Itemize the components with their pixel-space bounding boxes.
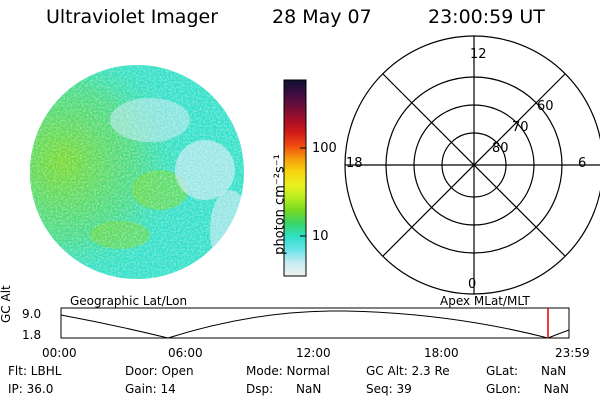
ip-label: IP: 36.0 <box>8 382 54 396</box>
dsp-label: Dsp: NaN <box>246 382 322 396</box>
orbit-ytick-9: 9.0 <box>22 307 42 321</box>
orbit-xtick-1800: 18:00 <box>424 346 459 360</box>
orbit-ytick-1.8: 1.8 <box>22 328 42 342</box>
orbit-xtick-2359: 23:59 <box>555 346 590 360</box>
image-speckle <box>30 65 244 279</box>
colorbar-unit-label: photon cm⁻²s⁻¹ <box>272 154 288 255</box>
lat-label-80: 80 <box>492 141 509 156</box>
colorbar-tick-100: 100 <box>312 141 337 156</box>
gain-label: Gain: 14 <box>125 382 176 396</box>
mlt-label-12: 12 <box>470 47 487 62</box>
mode-label: Mode: Normal <box>246 364 330 378</box>
image-base <box>30 65 244 279</box>
filter-label: Flt: LBHL <box>8 364 62 378</box>
glat-label: GLat: NaN <box>486 364 567 378</box>
seq-label: Seq: 39 <box>366 382 412 396</box>
orbit-axis-label: GC Alt <box>0 285 13 323</box>
colorbar-tick-10: 10 <box>312 229 329 244</box>
lat-label-70: 70 <box>512 120 529 135</box>
time-label: 23:00:59 UT <box>428 6 545 28</box>
gc-alt-label: GC Alt: 2.3 Re <box>366 364 450 378</box>
mlt-label-0: 0 <box>468 277 477 292</box>
mlt-label-18: 18 <box>346 156 363 171</box>
orbit-left-label: Geographic Lat/Lon <box>70 294 188 308</box>
glon-label: GLon: NaN <box>486 382 569 396</box>
lat-label-60: 60 <box>537 99 554 114</box>
door-label: Door: Open <box>125 364 194 378</box>
image-green-region <box>30 65 244 279</box>
mlt-label-6: 6 <box>578 156 587 171</box>
orbit-xtick-0000: 00:00 <box>42 346 77 360</box>
orbit-xtick-0600: 06:00 <box>168 346 203 360</box>
date-label: 28 May 07 <box>272 6 372 28</box>
orbit-right-label: Apex MLat/MLT <box>440 294 530 308</box>
orbit-xtick-1200: 12:00 <box>296 346 331 360</box>
imager-title: Ultraviolet Imager <box>46 6 219 28</box>
